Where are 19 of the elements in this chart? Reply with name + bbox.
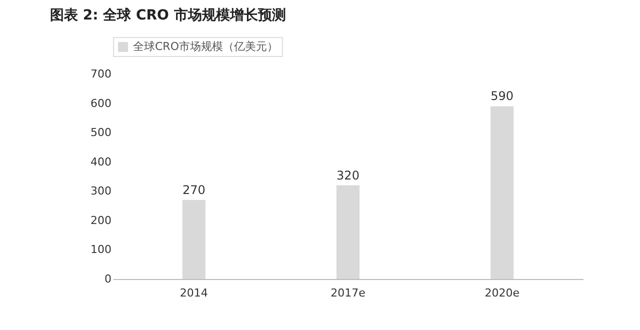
y-tick-label: 300 (90, 184, 112, 198)
y-tick-label: 0 (104, 272, 112, 286)
y-tick-label: 100 (90, 243, 112, 256)
x-tick-label: 2014 (180, 286, 208, 300)
bar (336, 185, 360, 279)
y-tick-label: 200 (90, 214, 112, 227)
y-tick-label: 600 (90, 96, 112, 110)
y-tick-label: 500 (90, 126, 112, 140)
data-label: 590 (490, 89, 514, 104)
legend-label: 全球CRO市场规模（亿美元） (133, 40, 278, 53)
bar (182, 200, 206, 279)
x-tick-label: 2020e (484, 286, 520, 300)
x-tick-label: 2017e (330, 286, 366, 300)
bar (490, 106, 514, 279)
y-tick-label: 400 (90, 155, 112, 168)
data-label: 270 (182, 182, 206, 197)
y-tick-label: 700 (90, 68, 112, 80)
chart-title: 图表 2: 全球 CRO 市场规模增长预测 (50, 6, 286, 24)
data-label: 320 (336, 168, 360, 182)
